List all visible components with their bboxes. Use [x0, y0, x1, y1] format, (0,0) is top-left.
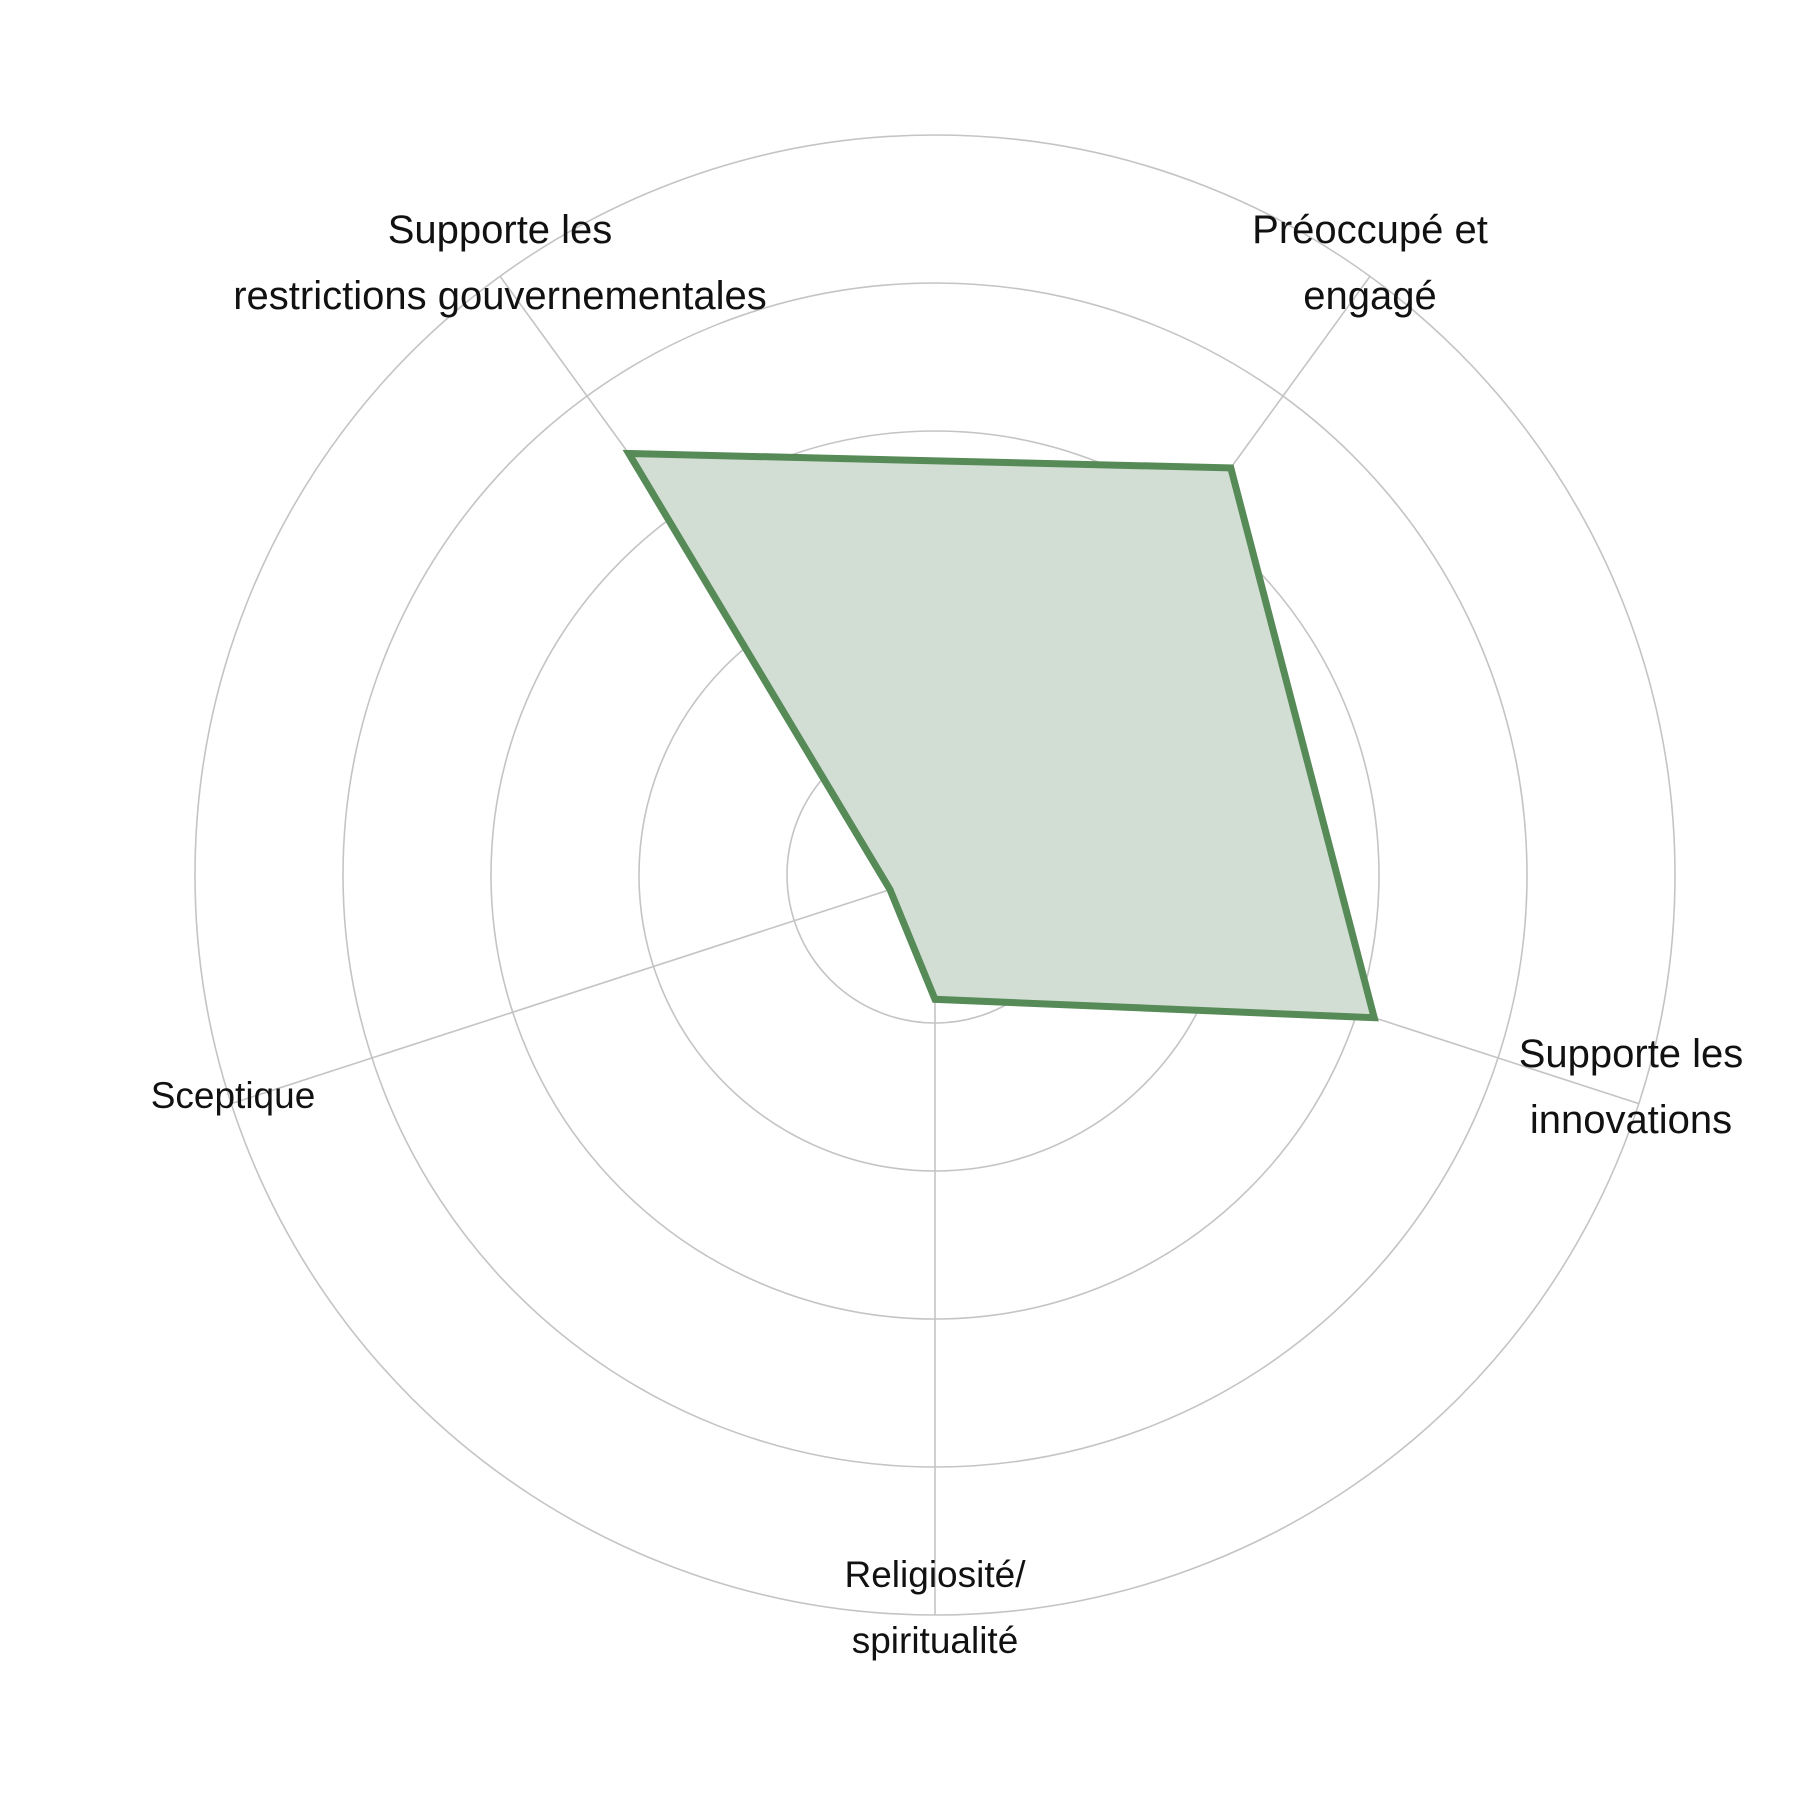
- axis-label-4-line-1: Sceptique: [151, 1075, 316, 1116]
- axis-label-1: Préoccupé et engagé: [1252, 208, 1488, 318]
- axis-spoke-4: [230, 874, 936, 1105]
- axis-label-layer: Préoccupé et engagé Supporte les innovation…: [151, 208, 1744, 1661]
- axis-label-5: Supporte les restrictions gouvernementale…: [233, 208, 767, 318]
- axis-label-2: Supporte les innovations: [1519, 1032, 1744, 1142]
- series-layer: [622, 449, 1379, 1022]
- axis-label-4: Sceptique: [151, 1075, 316, 1116]
- axis-label-1-line-2: engagé: [1303, 274, 1436, 318]
- axis-label-5-line-2: restrictions gouvernementales: [233, 274, 767, 318]
- axis-label-2-line-1: Supporte les: [1519, 1032, 1744, 1076]
- axis-label-3-line-2: spiritualité: [852, 1620, 1019, 1661]
- axis-label-5-line-1: Supporte les: [388, 208, 613, 252]
- axis-label-1-line-1: Préoccupé et: [1252, 208, 1488, 252]
- series-polygon-1: [622, 449, 1379, 1022]
- axis-label-3: Religiosité/spiritualité: [845, 1554, 1027, 1661]
- axis-label-3-line-1: Religiosité/: [845, 1554, 1027, 1595]
- axis-label-2-line-2: innovations: [1530, 1098, 1732, 1142]
